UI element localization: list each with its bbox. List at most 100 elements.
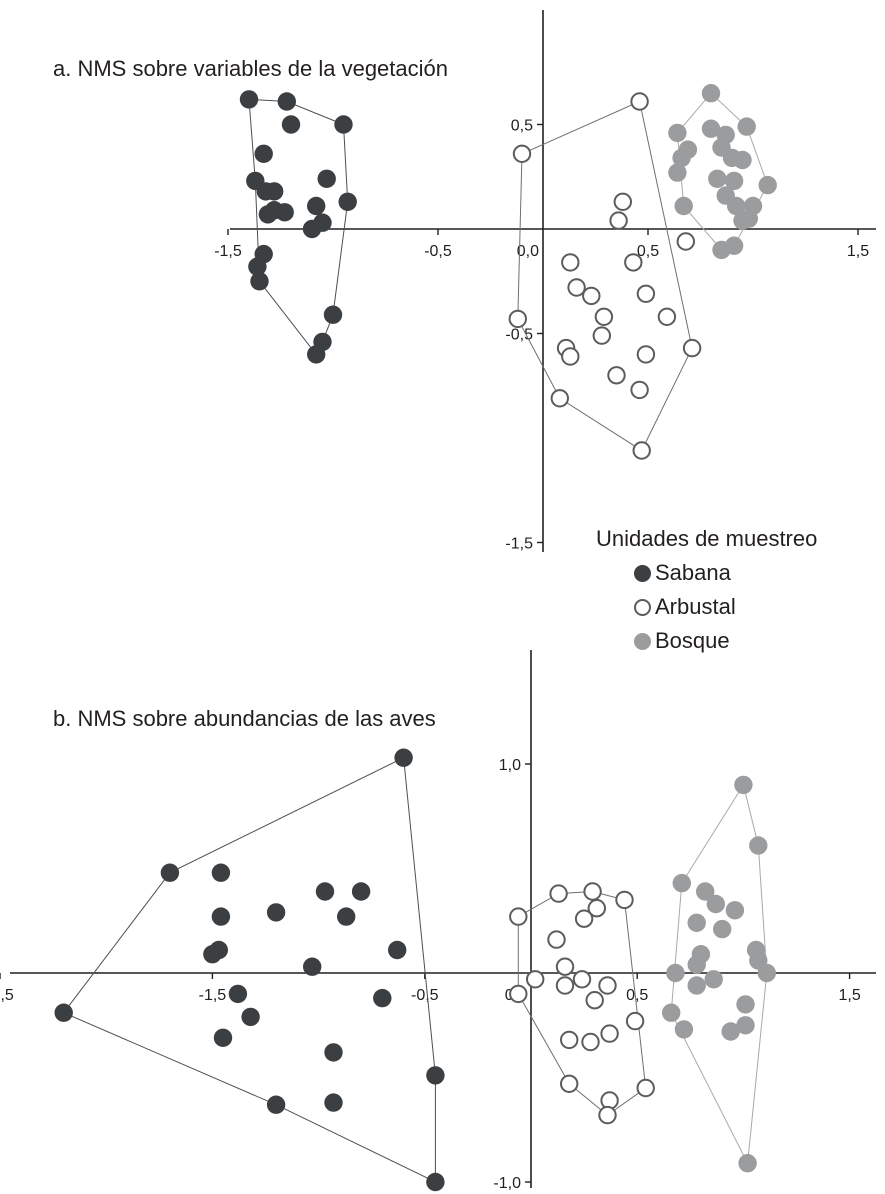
panel-b-point-bosque <box>736 1016 755 1035</box>
panel-b-point-arbustal <box>572 970 592 989</box>
panel-a-point-bosque <box>724 171 744 191</box>
legend-item-sabana: Sabana <box>596 556 817 590</box>
panel-a-y-tick-label: -1,5 <box>505 536 533 553</box>
panel-a-point-arbustal <box>613 192 632 212</box>
panel-b-point-arbustal <box>509 984 528 1004</box>
panel-b-point-bosque <box>674 1020 694 1039</box>
panel-a-x-tick-label: 0,5 <box>637 243 659 260</box>
panel-a-point-arbustal <box>582 286 601 306</box>
panel-b-point-arbustal <box>581 1032 600 1052</box>
panel-b-point-arbustal <box>526 970 545 989</box>
panel-a-y-tick-label: -0,5 <box>505 327 533 344</box>
legend: Unidades de muestreo Sabana Arbustal Bos… <box>596 526 817 658</box>
panel-a-point-sabana <box>265 182 284 201</box>
panel-a-point-arbustal <box>561 253 580 272</box>
panel-b-point-arbustal <box>585 991 604 1010</box>
panel-a-point-sabana <box>250 272 269 291</box>
panel-a-point-sabana <box>275 203 294 222</box>
panel-b-point-bosque <box>757 963 776 983</box>
panel-a-point-sabana <box>248 257 267 276</box>
panel-b-point-arbustal <box>549 884 568 903</box>
panel-a-point-bosque <box>708 169 727 188</box>
panel-b-point-arbustal <box>598 976 617 995</box>
panel-a-x-tick-label: 1,5 <box>847 243 869 260</box>
panel-a-point-sabana <box>239 90 259 109</box>
panel-b-point-arbustal <box>583 882 602 901</box>
legend-item-arbustal: Arbustal <box>596 590 817 624</box>
panel-a-x-tick-label: -0,5 <box>424 243 452 260</box>
panel-a-point-sabana <box>307 196 326 216</box>
panel-b-point-sabana <box>337 907 356 926</box>
panel-a-x-tick-label: -1,5 <box>214 243 242 260</box>
panel-a-point-arbustal <box>609 211 628 230</box>
panel-b-point-bosque <box>713 919 732 939</box>
panel-a-point-arbustal <box>508 309 527 329</box>
panel-b-point-arbustal <box>555 957 575 976</box>
panel-b-point-sabana <box>203 945 222 964</box>
panel-a-point-arbustal <box>512 144 532 164</box>
legend-label-bosque: Bosque <box>655 628 730 653</box>
panel-b-point-sabana <box>54 1003 73 1022</box>
legend-item-bosque: Bosque <box>596 624 817 658</box>
panel-a-point-arbustal <box>657 307 677 326</box>
filled-gray-circle-icon <box>634 632 651 650</box>
panel-b-point-bosque <box>721 1022 740 1041</box>
panel-a-point-arbustal <box>676 232 695 251</box>
panel-b-point-sabana <box>324 1043 343 1062</box>
panel-b-point-sabana <box>426 1066 445 1085</box>
panel-a-point-arbustal <box>682 338 702 358</box>
panel-a-x-tick-label: 0,0 <box>517 243 539 260</box>
panel-a-title: a. NMS sobre variables de la vegetación <box>53 56 448 81</box>
panel-b-point-bosque <box>696 882 715 901</box>
panel-b-point-sabana <box>303 957 322 976</box>
panel-a-point-arbustal <box>630 380 649 400</box>
panel-b-point-bosque <box>734 775 753 795</box>
panel-b-point-sabana <box>373 988 392 1008</box>
panel-b-y-tick-label: -1,0 <box>493 1175 521 1192</box>
panel-b-point-bosque <box>687 976 706 995</box>
panel-b-point-bosque <box>687 913 706 932</box>
panel-a-point-bosque <box>733 150 752 170</box>
panel-b-point-sabana <box>266 903 286 922</box>
panel-b-point-bosque <box>736 995 755 1014</box>
panel-b-point-sabana <box>351 882 371 901</box>
panel-b-point-arbustal <box>600 1024 619 1043</box>
panel-a-hull-sabana <box>248 98 349 356</box>
panel-a-point-bosque <box>712 240 731 260</box>
panel-b-x-tick-label: 1,5 <box>838 987 860 1004</box>
panel-a-point-arbustal <box>630 92 649 111</box>
panel-b-point-sabana <box>266 1095 286 1114</box>
panel-a-point-sabana <box>281 115 301 134</box>
panel-b-point-arbustal <box>587 899 606 918</box>
panel-b-point-sabana <box>394 748 413 767</box>
panel-a-point-arbustal <box>592 326 611 345</box>
panel-b-point-sabana <box>213 1028 233 1048</box>
panel-b-hull-sabana <box>62 756 436 1183</box>
panel-b-point-sabana <box>228 984 248 1004</box>
panel-b-x-tick-label: -0,5 <box>411 987 439 1004</box>
legend-title: Unidades de muestreo <box>596 526 818 551</box>
panel-a-point-sabana <box>302 219 322 239</box>
panel-b-x-tick-label: 0,5 <box>626 987 648 1004</box>
panel-a-point-arbustal <box>624 253 643 272</box>
panel-a: -1,5 -0,5 0,0 0,5 1,5 0,5 -0,5 -1,5 <box>214 10 876 553</box>
panel-b-point-bosque <box>666 963 685 983</box>
panel-a-point-arbustal <box>636 284 656 303</box>
panel-a-point-bosque <box>727 196 746 216</box>
panel-a-point-bosque <box>668 163 687 182</box>
panel-a-point-sabana <box>323 305 343 324</box>
legend-label-sabana: Sabana <box>655 560 731 585</box>
panel-a-point-arbustal <box>550 389 569 408</box>
panel-a-point-bosque <box>701 84 721 103</box>
panel-a-point-bosque <box>758 175 777 195</box>
panel-a-point-arbustal <box>594 307 614 326</box>
panel-b-point-sabana <box>324 1093 343 1112</box>
panel-b-point-sabana <box>211 863 231 882</box>
panel-a-point-sabana <box>307 345 326 364</box>
panel-b-point-bosque <box>706 894 725 914</box>
panel-b-point-bosque <box>738 1154 757 1173</box>
panel-b-point-arbustal <box>598 1105 617 1125</box>
panel-b-point-sabana <box>211 907 231 926</box>
panel-a-point-arbustal <box>561 347 580 366</box>
